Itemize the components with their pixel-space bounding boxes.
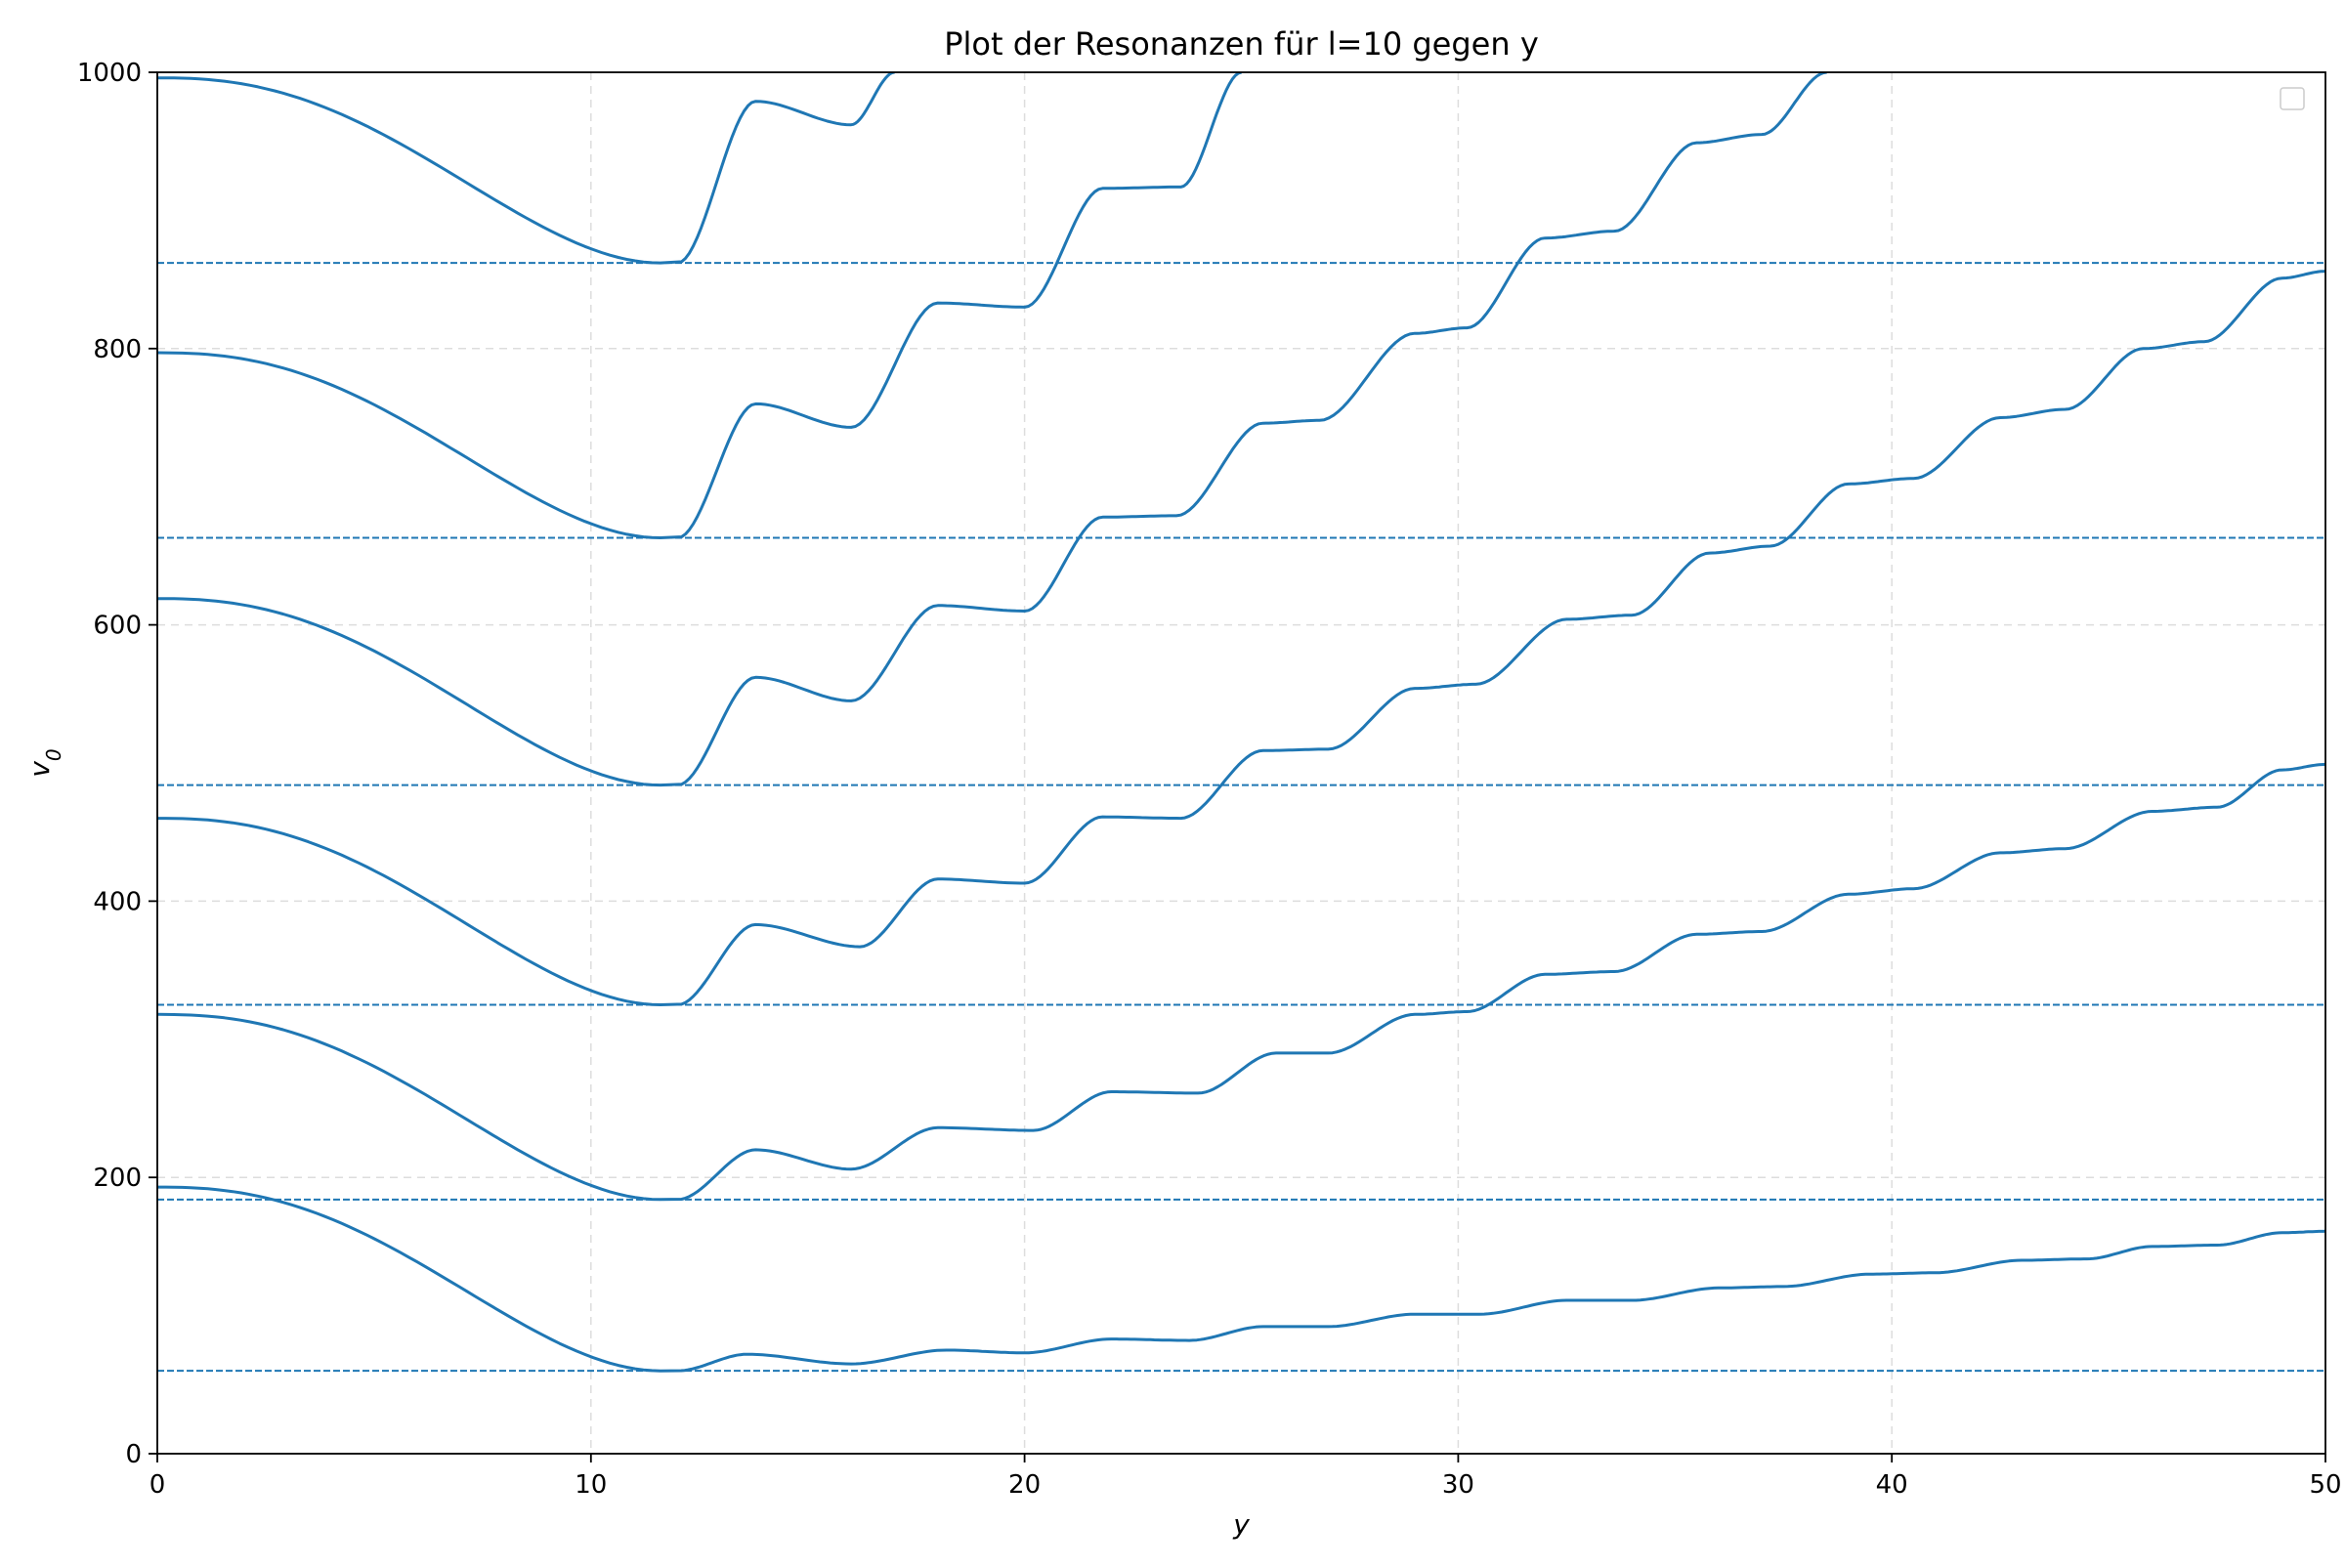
x-tick-label: 0 <box>149 1470 166 1500</box>
x-axis-label: y <box>1232 1508 1250 1541</box>
resonance-curve-2 <box>157 762 2325 1202</box>
y-tick-label: 0 <box>125 1440 142 1469</box>
y-axis-label: v0 <box>23 748 65 777</box>
y-tick-label: 1000 <box>77 59 142 88</box>
plot-frame <box>156 71 2326 1455</box>
resonance-curve-4 <box>157 72 1827 787</box>
y-tick-label: 600 <box>93 612 142 641</box>
grid <box>157 72 2325 1454</box>
series-lines <box>157 72 2325 1373</box>
y-tick-label: 200 <box>93 1164 142 1193</box>
axis-ticks: 0 10 20 30 40 50 0 200 400 600 800 1000 <box>77 59 2342 1500</box>
resonance-curve-6 <box>157 72 895 265</box>
x-tick-label: 20 <box>1008 1470 1041 1500</box>
x-tick-label: 10 <box>575 1470 607 1500</box>
x-tick-label: 30 <box>1442 1470 1474 1500</box>
x-tick-label: 40 <box>1876 1470 1908 1500</box>
legend-box <box>2280 87 2305 110</box>
y-tick-label: 800 <box>93 335 142 364</box>
resonance-curve-1 <box>157 1185 2325 1373</box>
chart-title: Plot der Resonanzen für l=10 gegen y <box>944 25 1539 63</box>
y-axis-label-subscript: 0 <box>42 748 65 761</box>
y-axis-label-main: v <box>23 761 56 778</box>
resonance-curve-5 <box>157 72 1242 539</box>
y-tick-label: 400 <box>93 887 142 916</box>
x-tick-label: 50 <box>2309 1470 2341 1500</box>
resonance-curve-3 <box>157 270 2325 1006</box>
